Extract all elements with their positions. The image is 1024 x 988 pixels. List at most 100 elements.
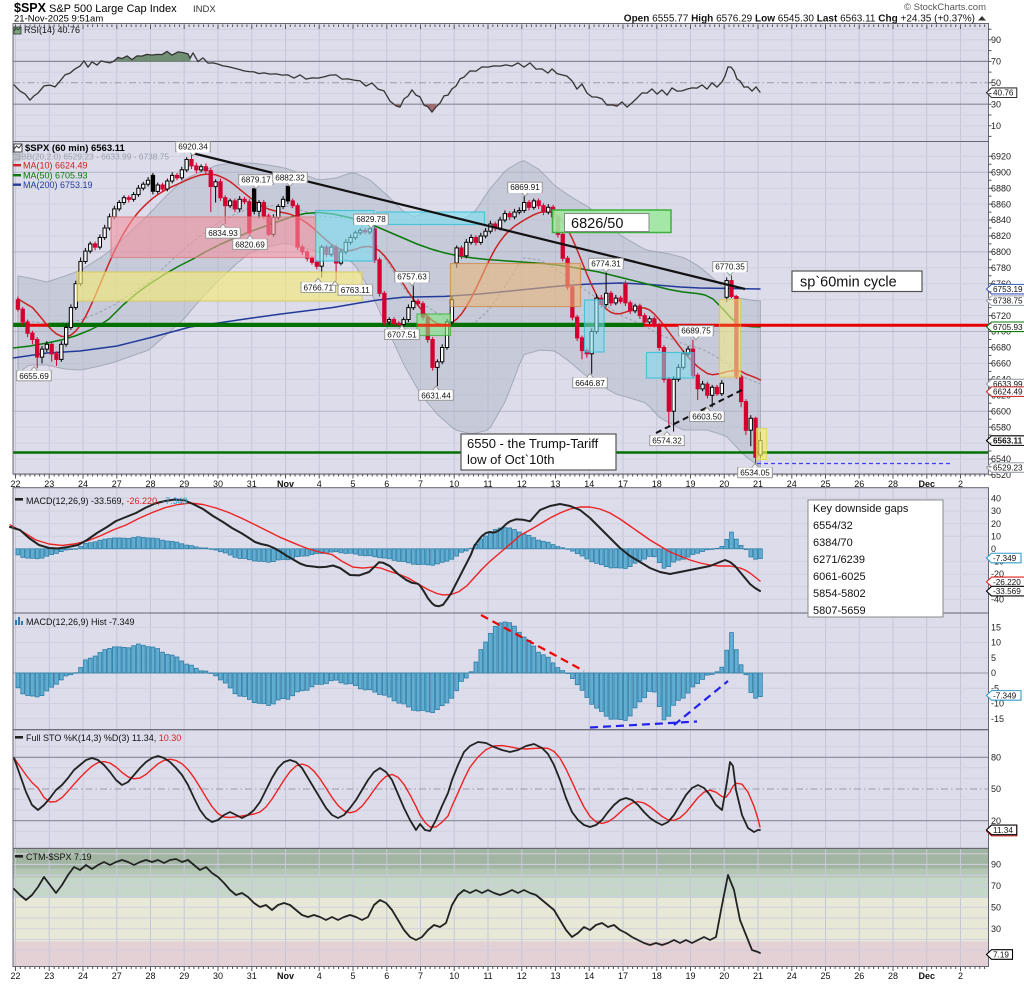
- svg-text:20: 20: [991, 519, 1001, 529]
- svg-text:6529.23: 6529.23: [993, 464, 1023, 473]
- svg-text:-33.569: -33.569: [993, 587, 1021, 596]
- svg-text:6: 6: [384, 971, 389, 981]
- svg-text:22: 22: [10, 971, 20, 981]
- svg-text:30: 30: [991, 506, 1001, 516]
- svg-text:6689.75: 6689.75: [681, 327, 711, 336]
- svg-text:15: 15: [991, 622, 1001, 632]
- svg-text:6820: 6820: [991, 231, 1011, 241]
- svg-text:17: 17: [618, 971, 628, 981]
- svg-text:MACD(12,26,9) -33.569, -26.220: MACD(12,26,9) -33.569, -26.220, -7.349: [26, 496, 188, 506]
- svg-text:28: 28: [888, 479, 898, 489]
- svg-text:6834.93: 6834.93: [208, 229, 238, 238]
- svg-text:40: 40: [991, 494, 1001, 504]
- svg-text:5: 5: [350, 971, 355, 981]
- svg-text:25: 25: [820, 971, 830, 981]
- svg-text:MA(10) 6624.49: MA(10) 6624.49: [23, 161, 88, 171]
- svg-text:-26.220: -26.220: [993, 578, 1021, 587]
- svg-text:10: 10: [449, 971, 459, 981]
- svg-text:6550 - the Trump-Tariff: 6550 - the Trump-Tariff: [467, 436, 599, 451]
- svg-text:Open 6555.77 High 6576.29 Low: Open 6555.77 High 6576.29 Low 6545.30 La…: [624, 14, 975, 25]
- svg-text:6646.87: 6646.87: [575, 379, 605, 388]
- svg-text:-7.349: -7.349: [993, 691, 1017, 700]
- svg-text:4: 4: [317, 971, 322, 981]
- svg-text:24: 24: [787, 479, 797, 489]
- svg-text:30: 30: [991, 924, 1001, 934]
- svg-text:20: 20: [719, 479, 729, 489]
- svg-text:6600: 6600: [991, 406, 1011, 416]
- svg-text:-20: -20: [991, 569, 1004, 579]
- svg-text:50: 50: [991, 78, 1001, 88]
- svg-text:6603.50: 6603.50: [692, 413, 722, 422]
- svg-text:14: 14: [584, 479, 594, 489]
- svg-text:6757.63: 6757.63: [397, 273, 427, 282]
- svg-text:5: 5: [350, 479, 355, 489]
- svg-text:40.76: 40.76: [993, 89, 1014, 98]
- svg-text:22: 22: [10, 479, 20, 489]
- svg-text:INDX: INDX: [193, 4, 216, 15]
- svg-text:2: 2: [958, 479, 963, 489]
- svg-text:23: 23: [44, 971, 54, 981]
- svg-text:6624.49: 6624.49: [993, 388, 1023, 397]
- svg-text:70: 70: [991, 881, 1001, 891]
- svg-text:MA(50) 6705.93: MA(50) 6705.93: [23, 171, 88, 181]
- svg-text:6869.91: 6869.91: [510, 183, 540, 192]
- svg-text:5807-5659: 5807-5659: [813, 605, 866, 617]
- svg-text:Nov: Nov: [277, 971, 294, 981]
- svg-text:$SPX: $SPX: [14, 1, 47, 15]
- svg-text:CTM-$SPX 7.19: CTM-$SPX 7.19: [26, 852, 92, 862]
- svg-text:$SPX (60 min) 6563.11: $SPX (60 min) 6563.11: [25, 143, 126, 154]
- svg-text:6633.99: 6633.99: [993, 380, 1023, 389]
- svg-text:21-Nov-2025 9:51am: 21-Nov-2025 9:51am: [14, 14, 103, 25]
- svg-text:11: 11: [483, 479, 492, 489]
- svg-text:5854-5802: 5854-5802: [813, 588, 866, 600]
- svg-text:24: 24: [78, 971, 88, 981]
- svg-text:19: 19: [685, 971, 695, 981]
- svg-text:6826/50: 6826/50: [571, 216, 623, 232]
- svg-text:28: 28: [145, 479, 155, 489]
- svg-text:6860: 6860: [991, 199, 1011, 209]
- svg-text:MACD(12,26,9) Hist -7.349: MACD(12,26,9) Hist -7.349: [26, 617, 135, 627]
- svg-text:50: 50: [991, 784, 1001, 794]
- svg-text:-10: -10: [991, 699, 1004, 709]
- svg-text:25: 25: [820, 479, 830, 489]
- svg-text:6800: 6800: [991, 247, 1011, 257]
- svg-text:17: 17: [618, 479, 628, 489]
- svg-text:6738.75: 6738.75: [993, 297, 1023, 306]
- svg-text:2: 2: [958, 971, 963, 981]
- svg-text:31: 31: [247, 971, 257, 981]
- svg-text:28: 28: [145, 971, 155, 981]
- svg-text:-40: -40: [991, 594, 1004, 604]
- svg-text:6680: 6680: [991, 343, 1011, 353]
- svg-text:-7.349: -7.349: [993, 554, 1017, 563]
- svg-text:6882.32: 6882.32: [275, 173, 305, 182]
- svg-text:low of Oct`10th: low of Oct`10th: [467, 452, 554, 467]
- svg-text:80: 80: [991, 752, 1001, 762]
- svg-text:6780: 6780: [991, 263, 1011, 273]
- svg-text:30: 30: [213, 479, 223, 489]
- svg-text:RSI(14) 40.76: RSI(14) 40.76: [24, 25, 80, 35]
- svg-text:90: 90: [991, 35, 1001, 45]
- svg-text:6384/70: 6384/70: [813, 537, 853, 549]
- svg-text:30: 30: [991, 99, 1001, 109]
- svg-text:6707.51: 6707.51: [387, 331, 417, 340]
- svg-text:70: 70: [991, 57, 1001, 67]
- svg-text:6534.05: 6534.05: [740, 469, 770, 478]
- svg-text:6061-6025: 6061-6025: [813, 571, 866, 583]
- svg-text:6774.31: 6774.31: [591, 259, 621, 268]
- svg-text:0: 0: [991, 668, 996, 678]
- svg-text:MA(200) 6753.19: MA(200) 6753.19: [23, 180, 93, 190]
- svg-text:20: 20: [719, 971, 729, 981]
- svg-text:14: 14: [584, 971, 594, 981]
- svg-text:13: 13: [550, 971, 560, 981]
- svg-text:Key downside gaps: Key downside gaps: [813, 503, 909, 515]
- svg-text:50: 50: [991, 903, 1001, 913]
- svg-text:6820.69: 6820.69: [235, 240, 265, 249]
- svg-text:6580: 6580: [991, 422, 1011, 432]
- svg-text:5: 5: [991, 653, 996, 663]
- svg-text:11.34: 11.34: [993, 826, 1013, 835]
- svg-text:6660: 6660: [991, 359, 1011, 369]
- svg-text:sp`60min cycle: sp`60min cycle: [800, 275, 897, 291]
- svg-text:24: 24: [78, 479, 88, 489]
- svg-text:4: 4: [317, 479, 322, 489]
- svg-text:7.19: 7.19: [993, 951, 1009, 960]
